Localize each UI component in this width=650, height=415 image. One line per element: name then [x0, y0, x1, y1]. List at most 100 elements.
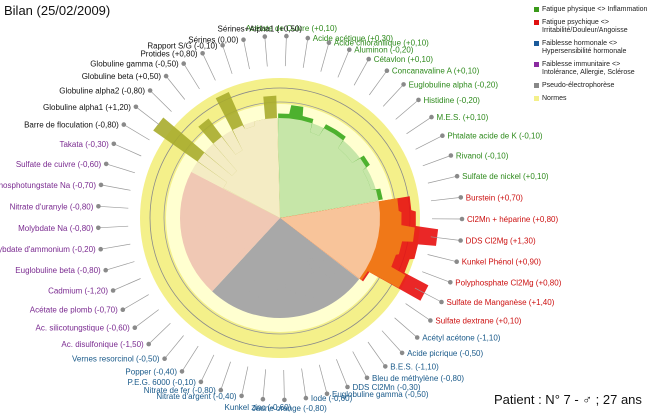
- label-dot: [111, 141, 117, 147]
- legend-label: Pseudo-électrophorèse: [542, 82, 615, 89]
- category-label: Acide chloranilique (+0,10): [334, 39, 429, 48]
- label-dot: [384, 68, 390, 73]
- label-dot: [146, 341, 151, 347]
- category-label: Bleu de méthylène (-0,80): [372, 374, 464, 383]
- legend-item: Faiblesse immunitaire <> Intolérance, Al…: [534, 61, 650, 77]
- label-dot: [103, 267, 108, 273]
- label-dot: [324, 391, 330, 397]
- label-leader: [337, 49, 350, 78]
- label-leader: [405, 303, 431, 321]
- legend-label: Normes: [542, 95, 567, 102]
- legend-label: Faiblesse hormonale <> Hypersensibilité …: [542, 40, 627, 55]
- legend-swatch: [534, 7, 539, 12]
- label-leader: [381, 330, 403, 354]
- category-label: Acide acétique (+0,30): [313, 34, 394, 43]
- legend-swatch: [534, 20, 539, 25]
- category-label: Euglobuline gamma (-0,50): [332, 390, 429, 399]
- label-dot: [103, 161, 109, 167]
- category-label: Sulfate dextrane (+0,10): [435, 317, 521, 326]
- category-label: Polyphosphate Cl2Mg (+0,80): [455, 278, 561, 287]
- legend-label: Fatigue physique <> Inflammation: [542, 6, 648, 13]
- category-label: Rapport S/G (-0,10): [147, 41, 218, 50]
- label-dot: [454, 259, 460, 265]
- label-dot: [326, 40, 332, 45]
- category-label: Ac. silicotungstique (-0,60): [36, 324, 131, 333]
- label-leader: [165, 75, 186, 100]
- label-leader: [353, 58, 370, 86]
- label-leader: [262, 369, 267, 400]
- legend-item: Fatigue physique <> Inflammation: [534, 6, 650, 14]
- legend-swatch: [534, 96, 539, 101]
- label-leader: [164, 335, 184, 359]
- label-leader: [134, 309, 159, 328]
- category-label: Iode (-0,60): [311, 394, 353, 403]
- label-dot: [458, 238, 463, 243]
- label-leader: [122, 294, 149, 311]
- label-dot: [345, 384, 350, 390]
- legend-item: Faiblesse hormonale <> Hypersensibilité …: [534, 40, 650, 56]
- category-label: Histidine (-0,20): [424, 96, 481, 105]
- label-dot: [162, 356, 167, 362]
- category-label: Sérines+Alpha1 (+0,50): [218, 25, 303, 34]
- label-leader: [241, 366, 249, 396]
- category-label: Rivanol (-0,10): [456, 152, 509, 161]
- label-leader: [430, 236, 461, 241]
- category-label: Molybdate Na (-0,80): [18, 224, 93, 233]
- category-label: Globuline beta (+0,50): [82, 72, 162, 81]
- label-dot: [218, 387, 224, 393]
- label-dot: [96, 225, 101, 231]
- legend: Fatigue physique <> Inflammation Fatigue …: [534, 6, 650, 108]
- label-dot: [121, 122, 127, 127]
- category-label: Globuline gamma (-0,50): [90, 60, 179, 69]
- legend-item: Fatigue psychique <> Irritabilité/Douleu…: [534, 19, 650, 35]
- label-leader: [112, 278, 141, 291]
- label-dot: [198, 379, 204, 385]
- label-leader: [336, 359, 348, 388]
- data-area-inner-hormonale: [227, 218, 335, 307]
- label-leader: [98, 205, 129, 209]
- category-label: Phosphotungstate Na (-0,70): [0, 181, 96, 190]
- label-dot: [448, 280, 453, 285]
- label-dot: [347, 47, 352, 52]
- label-leader: [430, 197, 461, 202]
- label-leader: [98, 225, 129, 229]
- category-label: Ac. disulfonique (-1,50): [61, 340, 144, 349]
- category-label: Kunkel zinc (-0,60): [225, 403, 292, 412]
- category-label: P.E.G. 6000 (-0,10): [128, 378, 197, 387]
- label-dot: [179, 369, 185, 374]
- label-dot: [200, 51, 205, 56]
- label-leader: [200, 354, 215, 383]
- category-label: Acétate de Cuivre (+0,10): [246, 24, 338, 33]
- label-leader: [414, 287, 442, 303]
- label-dot: [163, 73, 169, 79]
- label-leader: [422, 155, 452, 167]
- category-label: Protides (+0,80): [140, 49, 197, 58]
- legend-label: Fatigue psychique <> Irritabilité/Douleu…: [542, 19, 628, 34]
- category-label: Globuline alpha1 (+1,20): [43, 103, 131, 112]
- category-label: Nitrate de fer (-0,80): [144, 386, 216, 395]
- label-dot: [454, 173, 460, 179]
- data-area-inner-psychique: [280, 201, 380, 279]
- category-label: Cadmium (-1,20): [48, 287, 108, 296]
- category-label: Acide picrique (-0,50): [407, 349, 483, 358]
- label-leader: [264, 36, 268, 67]
- label-dot: [305, 35, 311, 41]
- label-leader: [302, 38, 309, 68]
- label-dot: [439, 299, 444, 305]
- legend-swatch: [534, 83, 539, 88]
- category-label: Burstein (+0,70): [466, 193, 523, 202]
- label-leader: [100, 184, 131, 191]
- category-label: DDS Cl2Mg (+1,30): [466, 237, 536, 246]
- legend-swatch: [534, 41, 539, 46]
- radar-labels: Acétate de Cuivre (+0,10)Acide acétique …: [0, 24, 562, 413]
- category-label: DDS Cl2Mn (-0,30): [353, 383, 421, 392]
- label-leader: [406, 116, 432, 135]
- label-leader: [243, 39, 250, 70]
- category-label: Kunkel Phénol (+0,90): [462, 258, 542, 267]
- category-label: Concanavaline A (+0,10): [392, 67, 480, 76]
- label-leader: [283, 369, 285, 400]
- category-label: Nitrate d'uranyle (-0,80): [10, 202, 94, 211]
- category-label: B.E.S. (-1,10): [390, 362, 439, 371]
- label-leader: [181, 345, 199, 372]
- category-label: Phtalate acide de K (-0,10): [447, 132, 543, 141]
